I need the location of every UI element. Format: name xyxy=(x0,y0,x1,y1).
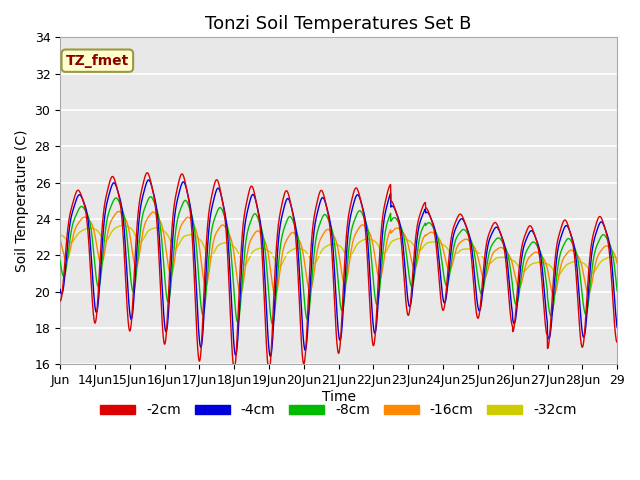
Text: TZ_fmet: TZ_fmet xyxy=(66,54,129,68)
Title: Tonzi Soil Temperatures Set B: Tonzi Soil Temperatures Set B xyxy=(205,15,472,33)
X-axis label: Time: Time xyxy=(322,390,356,404)
Y-axis label: Soil Temperature (C): Soil Temperature (C) xyxy=(15,130,29,272)
Legend: -2cm, -4cm, -8cm, -16cm, -32cm: -2cm, -4cm, -8cm, -16cm, -32cm xyxy=(95,398,582,423)
